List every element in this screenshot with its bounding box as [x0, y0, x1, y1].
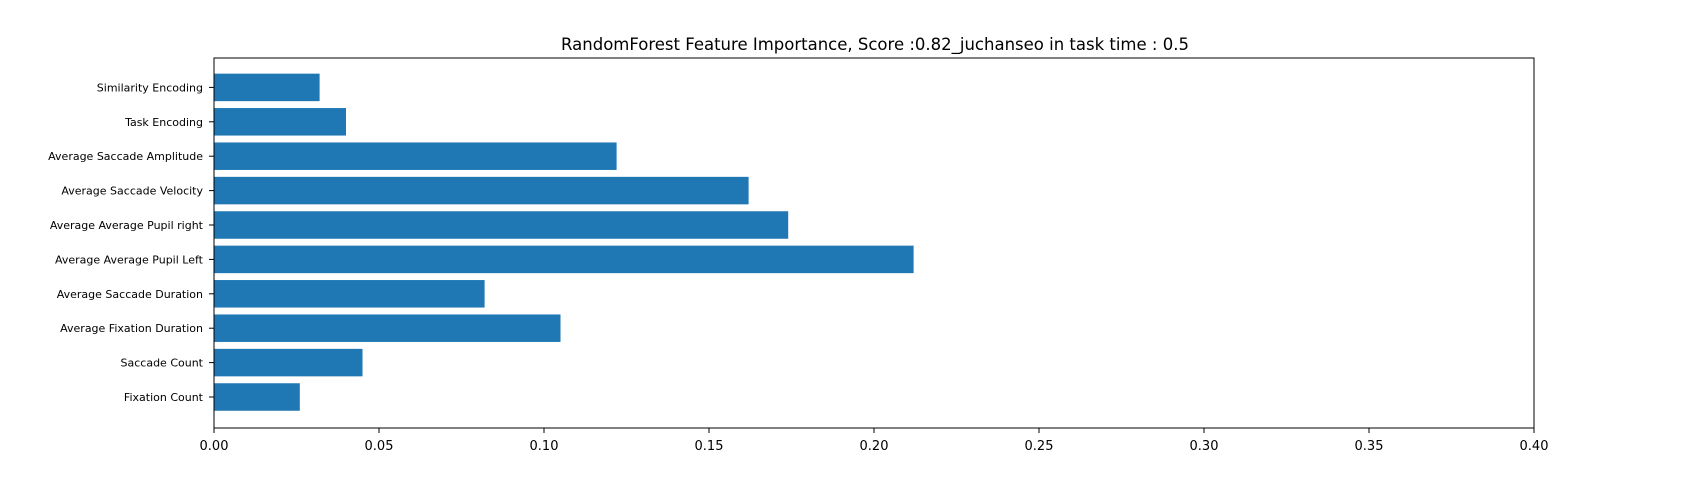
y-tick-label: Average Average Pupil Left	[55, 253, 204, 266]
bar	[214, 280, 485, 308]
x-axis: 0.00 0.05 0.10 0.15 0.20 0.25 0.30 0.35 0.40	[200, 428, 1549, 454]
bar	[214, 348, 363, 377]
bar	[214, 211, 789, 239]
bar	[214, 142, 617, 170]
bar	[214, 383, 300, 411]
x-tick-label: 0.40	[1520, 439, 1549, 454]
bar	[214, 176, 749, 205]
y-tick-label: Average Saccade Amplitude	[48, 150, 203, 163]
x-tick-label: 0.35	[1355, 439, 1384, 454]
bars-layer	[214, 73, 914, 411]
bar	[214, 245, 914, 274]
y-tick-label: Average Average Pupil right	[50, 219, 204, 232]
chart-title: RandomForest Feature Importance, Score :…	[561, 35, 1189, 55]
x-tick-label: 0.20	[860, 439, 889, 454]
plot-frame	[213, 57, 1535, 429]
x-tick-label: 0.25	[1025, 439, 1054, 454]
x-tick-label: 0.00	[200, 439, 229, 454]
x-tick-label: 0.10	[530, 439, 559, 454]
y-tick-label: Average Saccade Velocity	[61, 185, 203, 198]
bar	[214, 314, 561, 342]
x-tick-label: 0.05	[365, 439, 394, 454]
bar	[214, 73, 320, 102]
bar	[214, 108, 346, 136]
x-tick-label: 0.15	[695, 439, 724, 454]
y-tick-label: Fixation Count	[124, 391, 204, 404]
y-tick-label: Similarity Encoding	[97, 81, 203, 94]
x-tick-label: 0.30	[1190, 439, 1219, 454]
y-tick-label: Average Saccade Duration	[57, 288, 203, 301]
y-axis: Fixation Count Saccade Count Average Fixat…	[48, 81, 214, 404]
y-tick-label: Task Encoding	[124, 116, 203, 129]
y-tick-label: Saccade Count	[121, 357, 204, 370]
y-tick-label: Average Fixation Duration	[60, 322, 203, 335]
